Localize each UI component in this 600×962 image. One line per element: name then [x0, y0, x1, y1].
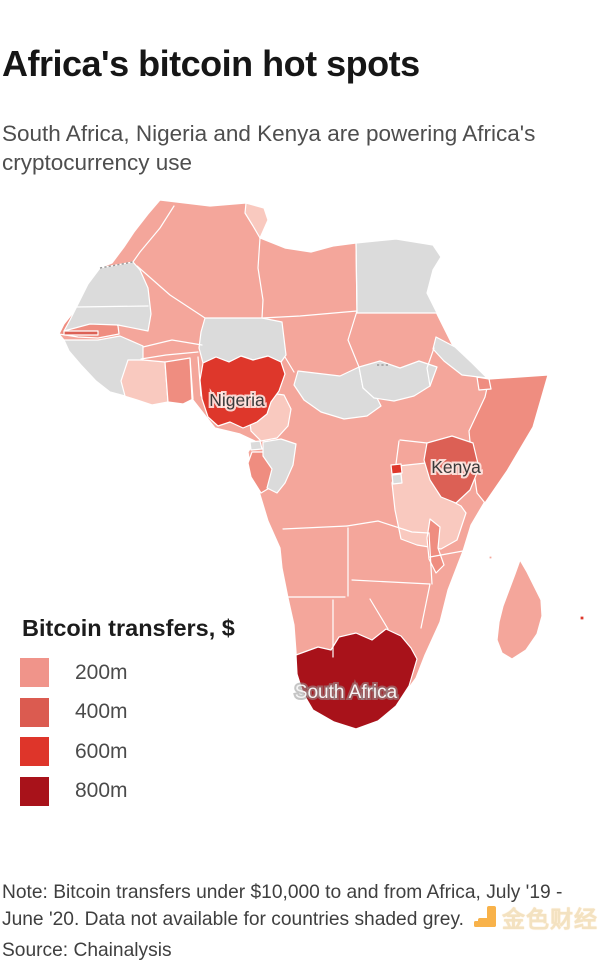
- map-country-madagascar: [496, 559, 543, 660]
- source-line: Source: Chainalysis: [2, 940, 172, 962]
- map-country-somalia: [468, 374, 549, 504]
- map-label-south-africa: South Africa: [295, 682, 398, 703]
- page-title: Africa's bitcoin hot spots: [2, 43, 420, 85]
- disputed-border-western-sahara: [99, 261, 134, 269]
- legend-item-600m: 600m: [20, 737, 235, 766]
- map-country-kenya: [423, 435, 480, 504]
- legend-item-800m: 800m: [20, 776, 235, 806]
- legend-label-400m: 400m: [75, 700, 128, 723]
- africa-choropleth-map: Nigeria Kenya South Africa: [58, 199, 585, 730]
- map-country-western-sahara-mauritania: [63, 261, 152, 332]
- map-country-equatorial-guinea: [249, 440, 263, 451]
- legend-item-400m: 400m: [20, 697, 235, 727]
- map-country-south-africa: [295, 628, 418, 730]
- footnote: Note: Bitcoin transfers under $10,000 to…: [2, 882, 563, 931]
- map-country-burundi: [391, 473, 403, 485]
- watermark-golden-finance: 金色财经: [472, 900, 598, 934]
- map-country-central-african-republic: [293, 366, 382, 420]
- map-country-malawi: [426, 518, 445, 574]
- map-country-ghana: [164, 357, 194, 405]
- legend-title: Bitcoin transfers, $: [22, 615, 235, 641]
- map-country-rwanda: [390, 463, 403, 475]
- legend-swatch-800m: [20, 776, 49, 806]
- page-subtitle: South Africa, Nigeria and Kenya are powe…: [2, 120, 536, 176]
- map-country-guinea-region: [63, 335, 144, 397]
- legend-swatch-600m: [20, 737, 49, 766]
- map-country-eritrea: [432, 336, 488, 379]
- legend-label-200m: 200m: [75, 660, 128, 684]
- legend-item-200m: 200m: [20, 658, 235, 687]
- map-label-kenya: Kenya: [431, 457, 481, 477]
- map-label-nigeria: Nigeria: [209, 390, 265, 410]
- legend-swatch-200m: [20, 658, 49, 687]
- map-legend: Bitcoin transfers, $ 200m 400m 600m 800m: [20, 615, 235, 816]
- infographic: Africa's bitcoin hot spots South Africa,…: [2, 43, 598, 961]
- watermark-text: 金色财经: [502, 906, 598, 932]
- map-borders: [75, 205, 464, 658]
- map-island-comoros: [488, 555, 493, 560]
- map-country-gambia: [63, 330, 99, 336]
- map-island-mauritius: [579, 615, 585, 621]
- map-country-nigeria: [199, 355, 286, 429]
- legend-swatch-400m: [20, 697, 49, 727]
- map-country-republic-of-congo: [262, 438, 297, 494]
- legend-label-600m: 600m: [75, 739, 128, 763]
- golden-finance-logo-icon: [472, 904, 499, 931]
- legend-label-800m: 800m: [75, 779, 128, 802]
- map-country-egypt: [355, 238, 442, 314]
- map-country-djibouti: [476, 376, 492, 391]
